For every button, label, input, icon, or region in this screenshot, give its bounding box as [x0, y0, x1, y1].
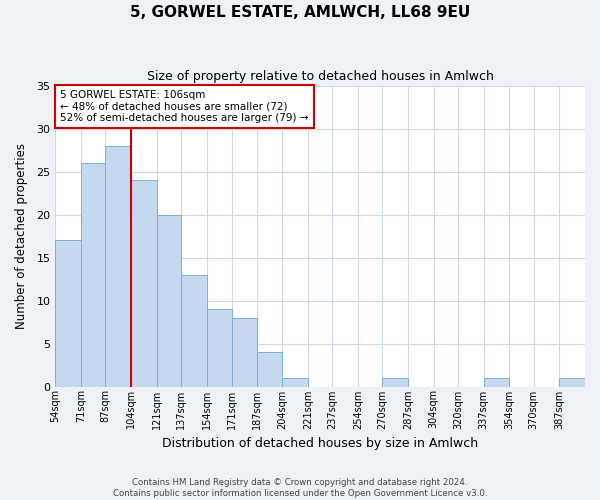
Y-axis label: Number of detached properties: Number of detached properties [15, 143, 28, 329]
Bar [232, 318, 257, 386]
Title: Size of property relative to detached houses in Amlwch: Size of property relative to detached ho… [147, 70, 494, 83]
Bar [105, 146, 131, 386]
Bar [157, 214, 181, 386]
Bar [382, 378, 408, 386]
Bar [559, 378, 585, 386]
Bar [283, 378, 308, 386]
Bar [181, 274, 206, 386]
Bar [81, 163, 105, 386]
Bar [131, 180, 157, 386]
Text: Contains HM Land Registry data © Crown copyright and database right 2024.
Contai: Contains HM Land Registry data © Crown c… [113, 478, 487, 498]
Text: 5 GORWEL ESTATE: 106sqm
← 48% of detached houses are smaller (72)
52% of semi-de: 5 GORWEL ESTATE: 106sqm ← 48% of detache… [60, 90, 308, 123]
Bar [484, 378, 509, 386]
X-axis label: Distribution of detached houses by size in Amlwch: Distribution of detached houses by size … [162, 437, 478, 450]
Bar [206, 309, 232, 386]
Bar [257, 352, 283, 386]
Text: 5, GORWEL ESTATE, AMLWCH, LL68 9EU: 5, GORWEL ESTATE, AMLWCH, LL68 9EU [130, 5, 470, 20]
Bar [55, 240, 81, 386]
